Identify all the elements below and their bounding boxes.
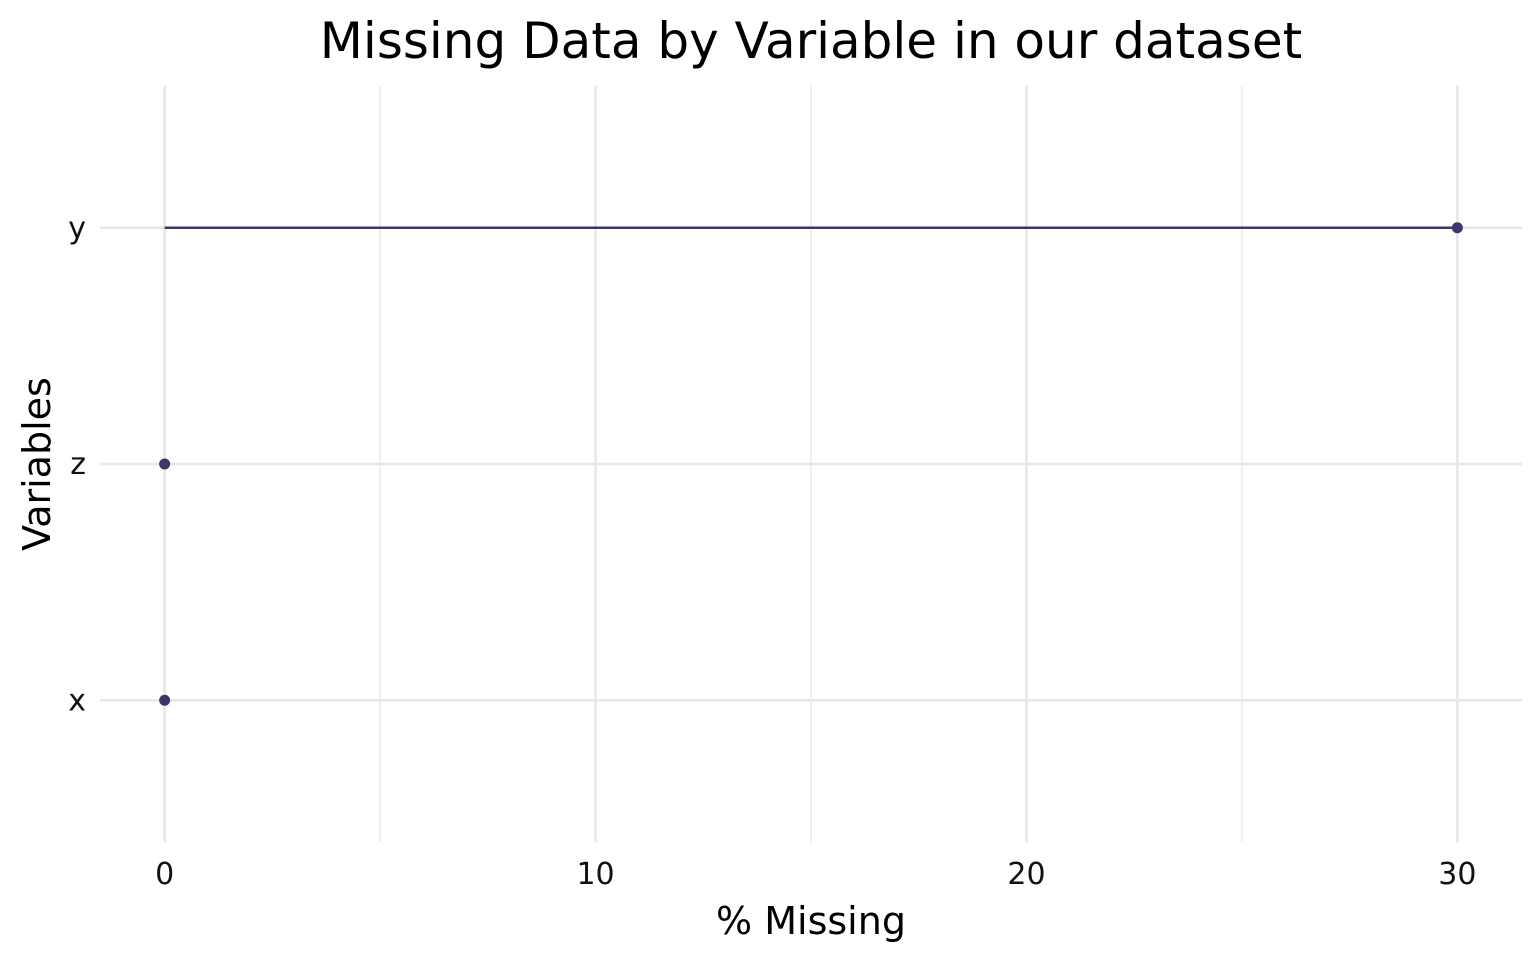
y-axis-ticks: x z y [68,211,86,719]
x-tick-label: 30 [1438,857,1476,892]
lollipop-point-z [159,458,171,470]
y-tick-label: y [68,211,86,246]
x-axis-ticks: 0 10 20 30 [155,857,1476,892]
chart-title: Missing Data by Variable in our dataset [320,12,1302,70]
y-tick-label: z [70,447,86,482]
marks-layer [159,222,1463,706]
x-tick-label: 0 [155,857,174,892]
grid-layer [100,86,1522,842]
y-axis-title: Variables [15,377,59,551]
x-tick-label: 20 [1007,857,1045,892]
lollipop-point-x [159,694,171,706]
lollipop-point-y [1451,222,1463,234]
x-axis-title: % Missing [716,899,906,943]
y-tick-label: x [68,683,86,718]
x-tick-label: 10 [576,857,614,892]
